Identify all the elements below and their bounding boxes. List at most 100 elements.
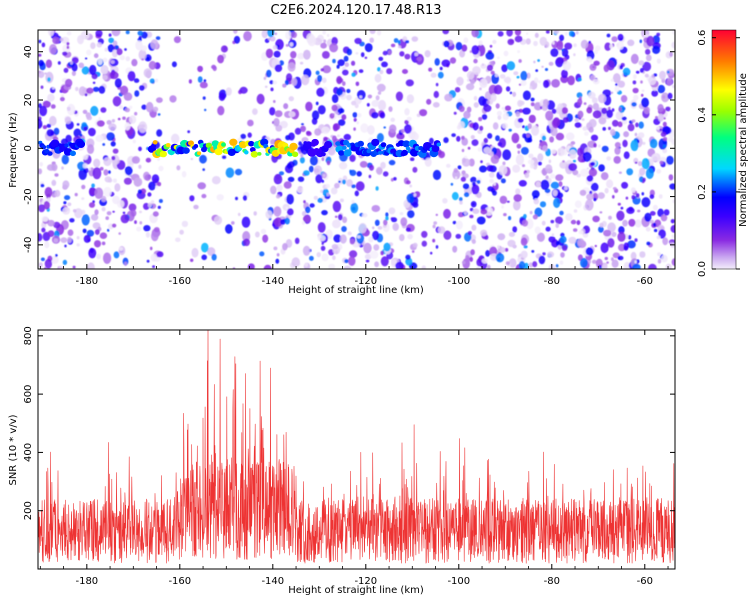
- spectrogram-cell: [477, 147, 482, 152]
- spectrogram-cell: [592, 78, 600, 85]
- spectrogram-cell: [47, 219, 55, 227]
- spectrogram-cell: [321, 253, 329, 262]
- spectrogram-cell: [380, 250, 385, 256]
- spectrogram-cell: [51, 179, 57, 186]
- spectrogram-cell: [484, 206, 494, 216]
- spectrogram-cell: [421, 240, 427, 247]
- spectrogram-cell: [494, 73, 499, 78]
- spectrogram-cell: [577, 98, 583, 106]
- spectrogram-cell: [359, 95, 363, 99]
- spectrogram-cell: [346, 179, 353, 187]
- spectrogram-cell: [199, 154, 207, 164]
- spectrogram-cell: [405, 227, 411, 232]
- spectrogram-cell: [611, 257, 614, 262]
- spectrogram-cell: [322, 51, 330, 59]
- x-tick-label: -60: [637, 576, 653, 587]
- spectrogram-cell: [38, 59, 44, 67]
- spectrogram-cell: [490, 93, 497, 102]
- spectrogram-cell: [366, 103, 370, 107]
- spectrogram-cell: [480, 229, 488, 237]
- spectrogram-cell: [550, 48, 559, 57]
- spectrogram-cell: [634, 132, 638, 137]
- spectrogram-cell: [108, 123, 117, 131]
- spectrogram-cell: [158, 199, 163, 203]
- spectrogram-cell: [598, 144, 601, 148]
- spectrogram-cell: [630, 53, 639, 64]
- spectrogram-cell: [95, 134, 104, 142]
- spectrogram-cell: [523, 214, 527, 219]
- spectrogram-cell: [506, 61, 516, 71]
- spectrogram-cell: [197, 65, 204, 73]
- spectrogram-cell: [556, 40, 564, 51]
- spectrogram-cell: [479, 78, 488, 88]
- spectrogram-cell: [91, 183, 95, 188]
- colorbar-tick-label: 0.6: [697, 30, 708, 46]
- spectrogram-cell: [400, 128, 406, 133]
- spectrogram-cell: [459, 197, 463, 202]
- spectrogram-cell: [300, 153, 304, 158]
- spectrogram-cell: [504, 248, 509, 252]
- spectrogram-cell: [132, 139, 136, 144]
- spectrogram-cell: [237, 212, 241, 217]
- y-tick-label: 0: [23, 145, 34, 151]
- x-tick-label: -100: [447, 576, 470, 587]
- spectrogram-cell: [273, 100, 276, 103]
- spectrogram-cell: [332, 255, 336, 260]
- spectrogram-cell: [476, 78, 480, 81]
- spectrogram-cell: [561, 244, 568, 251]
- spectrogram-cell: [374, 73, 382, 83]
- spectrogram-cell: [528, 114, 536, 124]
- spectrogram-cell: [352, 112, 358, 118]
- spectrogram-cell: [402, 69, 408, 74]
- spectrogram-cell: [76, 123, 80, 126]
- spectrogram-cell: [62, 51, 68, 56]
- spectrogram-cell: [267, 30, 275, 38]
- spectrogram-cell: [211, 253, 217, 261]
- spectrogram-cell: [90, 214, 99, 221]
- spectrogram-cell: [150, 200, 155, 204]
- spectrogram-cell: [443, 208, 451, 219]
- spectrogram-cell: [524, 172, 530, 179]
- spectrogram-cell: [272, 45, 278, 50]
- spectrogram-cell: [598, 93, 607, 104]
- spectrogram-cell: [471, 139, 479, 147]
- spectrogram-cell: [63, 67, 69, 73]
- spectrogram-cell: [506, 30, 513, 37]
- spectrogram-cell: [314, 128, 322, 136]
- spectrogram-cell: [66, 42, 70, 46]
- signal-cell: [342, 145, 347, 150]
- spectrogram-cell: [367, 125, 375, 135]
- spectrogram-cell: [321, 157, 325, 161]
- spectrogram-cell: [612, 73, 621, 84]
- spectrogram-cell: [243, 30, 252, 42]
- spectrogram-cell: [529, 86, 533, 90]
- spectrogram-cell: [458, 105, 465, 113]
- spectrogram-cell: [517, 150, 521, 154]
- spectrogram-cell: [301, 74, 310, 86]
- spectrogram-cell: [309, 255, 314, 261]
- spectrogram-cell: [321, 242, 324, 245]
- spectrogram-cell: [463, 173, 468, 177]
- spectrogram-cell: [355, 52, 359, 55]
- spectrogram-cell: [338, 162, 348, 170]
- spectrogram-cell: [38, 168, 43, 175]
- spectrogram-cell: [301, 123, 304, 126]
- spectrogram-cell: [657, 259, 662, 264]
- spectrogram-cell: [61, 166, 64, 170]
- spectrogram-cell: [336, 134, 341, 138]
- spectrogram-cell: [357, 113, 362, 118]
- spectrogram-cell: [106, 132, 115, 141]
- colorbar-tick-label: 0.2: [697, 184, 708, 200]
- spectrogram-cell: [349, 250, 358, 258]
- spectrogram-cell: [98, 85, 106, 94]
- spectrogram-cell: [375, 186, 379, 191]
- x-tick-label: -120: [354, 276, 377, 287]
- spectrogram-cell: [242, 195, 248, 201]
- spectrogram-cell: [487, 186, 494, 192]
- spectrogram-cell: [636, 259, 640, 264]
- spectrogram-cell: [627, 240, 636, 249]
- spectrogram-cell: [270, 87, 274, 92]
- spectrogram-cell: [651, 153, 659, 162]
- spectrogram-cell: [588, 168, 598, 177]
- spectrogram-cell: [338, 214, 343, 221]
